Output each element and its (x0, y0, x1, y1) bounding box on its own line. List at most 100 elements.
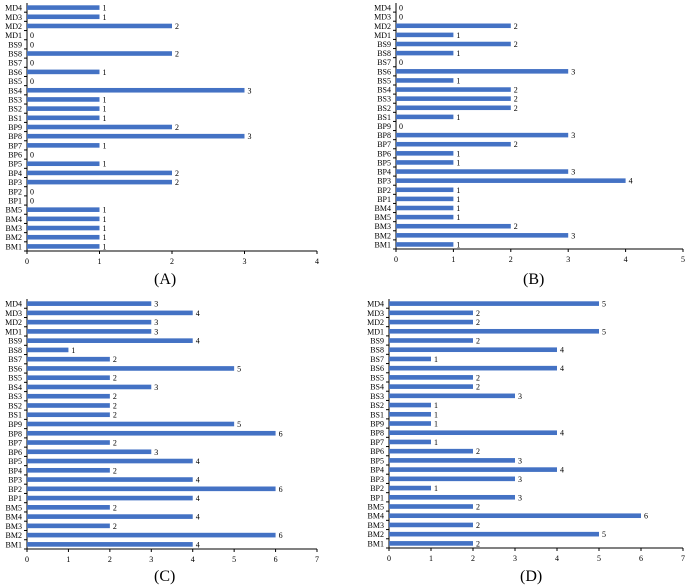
category-label-d-bp5: BP5 (370, 456, 384, 465)
data-label-c-md2: 3 (154, 318, 158, 327)
category-label-b-md4: MD4 (374, 4, 391, 13)
data-label-d-bp7: 1 (434, 438, 438, 447)
data-label-d-bp5: 3 (518, 456, 522, 465)
bar-d-bm1 (389, 541, 473, 546)
x-tick-label-a-3: 3 (243, 257, 247, 266)
data-label-c-md3: 4 (196, 309, 200, 318)
bar-a-bs1 (27, 115, 100, 121)
bar-c-bs7 (27, 356, 110, 362)
category-label-b-bp3: BP3 (377, 177, 391, 186)
category-label-b-bp6: BP6 (377, 149, 391, 158)
bar-b-bs8 (396, 50, 454, 56)
data-label-d-md4: 5 (602, 300, 606, 309)
data-label-a-md2: 2 (175, 22, 179, 31)
data-label-c-bs6: 5 (237, 364, 241, 373)
category-label-a-bm5: BM5 (6, 206, 22, 215)
panel-d: 0 1 2 3 4 5 6 7 BM1 2 BM2 5 BM3 2 BM4 6 BM5 2 BP1 3 BP2 1 BP3 3… (367, 299, 685, 563)
bar-a-bp3 (27, 179, 172, 185)
category-label-d-bs9: BS9 (370, 337, 384, 346)
bar-d-bs9 (389, 338, 473, 343)
data-label-d-bs1: 1 (434, 410, 438, 419)
bar-a-bs3 (27, 97, 100, 102)
category-label-d-bp9: BP9 (370, 420, 384, 429)
category-label-c-bm2: BM2 (6, 531, 22, 540)
data-label-c-bm4: 4 (196, 513, 200, 522)
data-label-a-md4: 1 (103, 4, 107, 13)
data-label-d-md1: 5 (602, 327, 606, 336)
bar-d-md4 (389, 301, 599, 306)
bar-d-bs8 (389, 347, 557, 353)
category-label-c-bp9: BP9 (8, 420, 22, 429)
panel-label-a: (A) (154, 271, 177, 288)
bar-b-bs3 (396, 96, 511, 101)
data-label-a-bs4: 3 (248, 86, 252, 95)
category-label-a-bm3: BM3 (6, 224, 22, 233)
data-label-b-bs3: 2 (514, 95, 518, 104)
data-label-b-bp5: 1 (456, 158, 460, 167)
x-tick-label-c-6: 6 (274, 555, 278, 564)
bar-c-bp4 (27, 467, 110, 473)
x-tick-label-c-7: 7 (315, 555, 319, 564)
data-label-b-bp6: 1 (456, 149, 460, 158)
data-label-b-bp4: 3 (571, 168, 575, 177)
category-label-c-bs7: BS7 (8, 355, 22, 364)
category-label-b-bp1: BP1 (377, 195, 391, 204)
bar-c-md3 (27, 310, 193, 316)
data-label-d-bm1: 2 (476, 539, 480, 548)
category-label-a-bs8: BS8 (8, 50, 22, 59)
bar-b-bs4 (396, 87, 511, 92)
x-tick-label-d-5: 5 (597, 554, 601, 563)
bar-d-md3 (389, 310, 473, 316)
data-label-c-bs2: 2 (113, 401, 117, 410)
data-label-c-bs5: 2 (113, 374, 117, 383)
data-label-a-bs8: 2 (175, 50, 179, 59)
data-label-b-bs2: 2 (514, 104, 518, 113)
bar-b-bs5 (396, 78, 454, 83)
data-label-a-bs2: 1 (103, 105, 107, 114)
bar-c-bm1 (27, 542, 193, 547)
data-label-d-bp8: 4 (560, 429, 564, 438)
data-label-d-bs7: 1 (434, 355, 438, 364)
bar-d-bs5 (389, 375, 473, 380)
data-label-d-bs3: 3 (518, 392, 522, 401)
data-label-a-bm4: 1 (103, 215, 107, 224)
bar-c-bs3 (27, 393, 110, 399)
category-label-c-bs9: BS9 (8, 337, 22, 346)
category-label-b-bp7: BP7 (377, 140, 391, 149)
bar-c-bs1 (27, 412, 110, 418)
bar-b-bp4 (396, 169, 569, 174)
bar-b-md1 (396, 32, 454, 38)
data-label-c-bp8: 6 (279, 429, 283, 438)
data-label-c-md4: 3 (154, 300, 158, 309)
x-tick-label-c-0: 0 (25, 555, 29, 564)
category-label-c-bm5: BM5 (6, 503, 22, 512)
bar-c-bm5 (27, 505, 110, 510)
bar-a-bm4 (27, 216, 100, 222)
x-tick-label-b-2: 2 (509, 255, 513, 264)
bar-d-bm5 (389, 504, 473, 509)
x-tick-label-b-0: 0 (394, 255, 398, 264)
category-label-c-bm4: BM4 (6, 513, 22, 522)
data-label-c-bp7: 2 (113, 439, 117, 448)
data-label-b-bp1: 1 (456, 195, 460, 204)
bar-c-bp3 (27, 477, 193, 482)
bar-b-bp2 (396, 187, 454, 193)
category-label-b-bm5: BM5 (375, 213, 391, 222)
category-label-a-bs7: BS7 (8, 59, 22, 68)
data-label-b-bp9: 0 (399, 122, 403, 131)
bar-a-bm5 (27, 207, 100, 212)
bar-a-bm3 (27, 225, 100, 231)
data-label-d-bp4: 4 (560, 466, 564, 475)
bar-c-bs8 (27, 347, 69, 353)
category-label-b-bs3: BS3 (377, 95, 391, 104)
category-label-a-bs5: BS5 (8, 77, 22, 86)
bar-a-bp7 (27, 143, 100, 148)
bar-d-bm2 (389, 531, 599, 537)
category-label-a-bm1: BM1 (6, 242, 22, 251)
category-label-d-bp4: BP4 (370, 466, 384, 475)
data-label-a-bm2: 1 (103, 233, 107, 242)
category-label-c-bp4: BP4 (8, 466, 22, 475)
x-tick-label-c-3: 3 (149, 555, 153, 564)
data-label-b-bp3: 4 (629, 177, 633, 186)
category-label-a-bs2: BS2 (8, 105, 22, 114)
